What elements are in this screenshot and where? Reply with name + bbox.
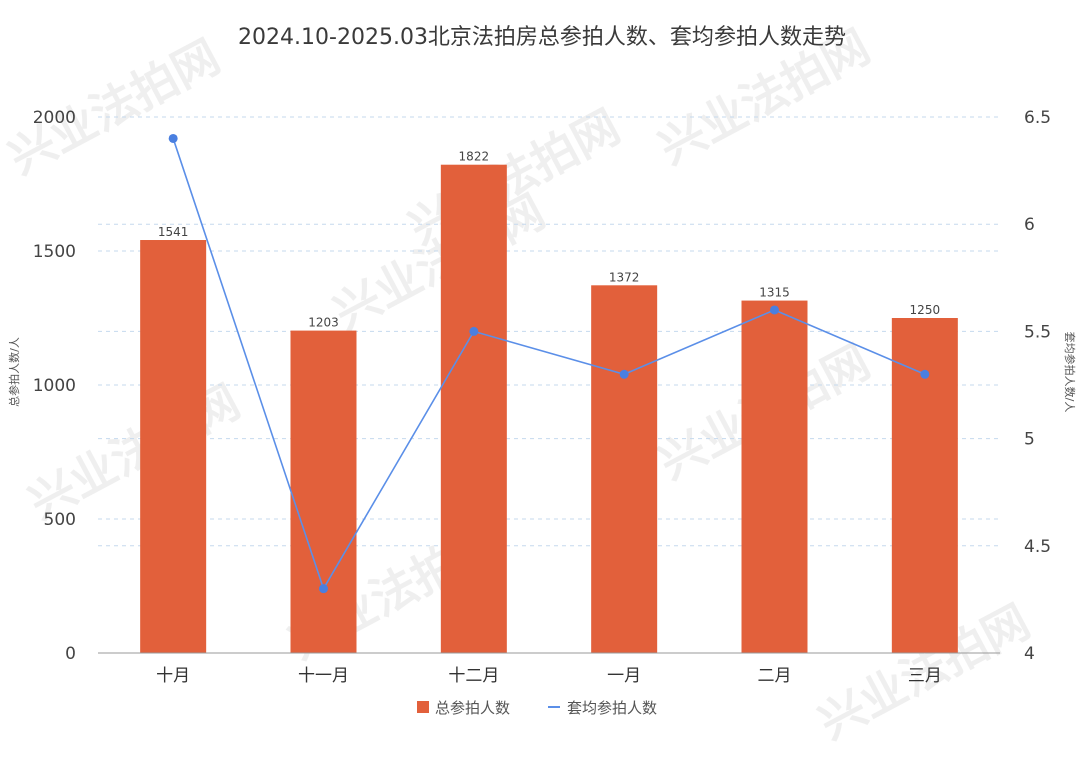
y-axis-left: 0 500 1000 1500 2000 <box>33 108 76 664</box>
x-tick-label: 十二月 <box>448 666 499 686</box>
bar <box>440 164 507 654</box>
grid-lines <box>98 116 1000 547</box>
y2-tick-label: 5 <box>1024 430 1035 450</box>
series-line <box>172 138 926 591</box>
line-series <box>168 133 930 594</box>
bar <box>290 330 357 653</box>
y2-tick-label: 5.5 <box>1024 322 1051 342</box>
y-tick-label: 1000 <box>33 376 76 396</box>
y2-tick-label: 4.5 <box>1024 537 1051 557</box>
y2-tick-label: 6.5 <box>1024 108 1051 128</box>
line-point <box>168 133 178 143</box>
line-point <box>770 305 779 315</box>
bar <box>741 300 808 653</box>
y-tick-label: 0 <box>65 644 76 664</box>
line-point <box>319 584 328 594</box>
bar-data-label: 1372 <box>609 270 640 284</box>
bar <box>891 318 958 653</box>
bar <box>591 285 658 653</box>
bar-data-label: 1250 <box>910 303 941 317</box>
line-point <box>920 369 930 379</box>
y-tick-label: 2000 <box>33 108 76 128</box>
x-tick-label: 一月 <box>607 666 641 686</box>
bar-data-label: 1315 <box>759 286 790 300</box>
x-tick-label: 十一月 <box>298 666 349 686</box>
bar-data-label: 1822 <box>459 150 490 164</box>
y-tick-label: 500 <box>44 510 76 530</box>
chart-title: 2024.10-2025.03北京法拍房总参拍人数、套均参拍人数走势 <box>238 25 846 50</box>
watermark-text: 兴业法拍网 <box>20 374 248 530</box>
bar-series: 1541 1203 1822 1372 1315 1250 <box>140 150 958 654</box>
y-tick-label: 1500 <box>33 242 76 262</box>
y2-axis-title: 套均参拍人数/人 <box>1063 332 1077 413</box>
x-tick-label: 二月 <box>758 666 792 686</box>
y-axis-right: 4 4.5 5 5.5 6 6.5 <box>1024 108 1051 664</box>
x-axis: 十月 十一月 十二月 一月 二月 三月 <box>156 666 942 686</box>
line-point <box>619 369 629 379</box>
line-point <box>469 326 479 336</box>
x-tick-label: 十月 <box>156 666 190 686</box>
legend-swatch-bar <box>417 701 429 713</box>
x-tick-label: 三月 <box>908 666 942 686</box>
bar-data-label: 1541 <box>158 225 189 239</box>
legend-label-bar: 总参拍人数 <box>435 699 510 717</box>
y2-tick-label: 6 <box>1024 215 1035 235</box>
legend: 总参拍人数 套均参拍人数 <box>417 699 657 717</box>
y2-tick-label: 4 <box>1024 644 1035 664</box>
watermark-text: 兴业法拍网 <box>0 29 228 185</box>
legend-label-line: 套均参拍人数 <box>567 699 657 717</box>
bar-data-label: 1203 <box>308 316 339 330</box>
y-axis-title: 总参拍人数/人 <box>7 337 21 407</box>
bar <box>140 240 207 653</box>
